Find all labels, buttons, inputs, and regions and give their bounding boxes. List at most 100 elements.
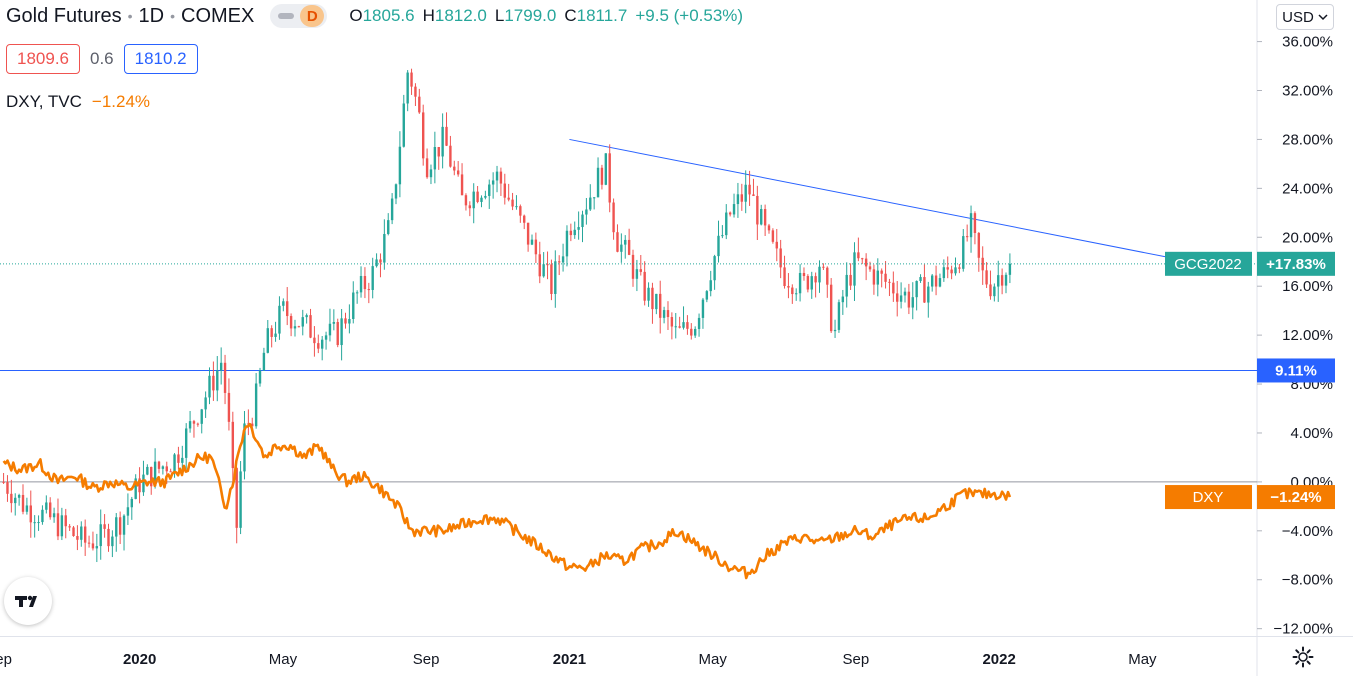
- candle-body: [880, 270, 883, 274]
- candle-body: [21, 494, 25, 512]
- candle-body: [1004, 274, 1008, 286]
- candle-body: [17, 494, 21, 498]
- candle-body: [406, 72, 409, 104]
- candle-body: [219, 362, 223, 371]
- candle-body: [938, 278, 942, 287]
- candle-body: [837, 302, 841, 330]
- candle-body: [348, 318, 351, 324]
- sell-button[interactable]: 1809.6: [6, 44, 80, 74]
- separator-dot: •: [170, 8, 175, 24]
- candle-body: [962, 236, 965, 269]
- candle-body: [950, 269, 953, 274]
- candle-body: [387, 220, 390, 234]
- candle-body: [577, 227, 580, 230]
- candle-body: [165, 466, 168, 472]
- candle-body: [91, 543, 95, 549]
- candle-body: [379, 259, 382, 263]
- trendline: [569, 138, 1179, 260]
- candle-body: [829, 284, 833, 332]
- gear-icon[interactable]: [1292, 646, 1314, 668]
- interval-label[interactable]: 1D: [138, 4, 165, 27]
- y-tick-label: 16.00%: [1282, 278, 1333, 295]
- candle-body: [981, 257, 984, 271]
- candle-body: [682, 322, 685, 328]
- candle-body: [534, 239, 538, 255]
- candle-body: [99, 524, 102, 547]
- candle-body: [422, 112, 425, 159]
- candle-body: [973, 213, 977, 233]
- candle-body: [122, 515, 126, 535]
- open-value: 1805.6: [362, 6, 415, 25]
- hline-value-bg: [1257, 358, 1335, 383]
- candle-body: [604, 153, 608, 185]
- buy-button[interactable]: 1810.2: [123, 44, 198, 74]
- candle-body: [270, 328, 273, 337]
- candle-body: [286, 301, 289, 317]
- candle-body: [569, 230, 573, 236]
- candle-body: [896, 293, 899, 302]
- candle-body: [41, 509, 44, 523]
- candle-body: [68, 526, 71, 528]
- low-value: 1799.0: [504, 6, 557, 25]
- compare-legend[interactable]: DXY, TVC −1.24%: [6, 92, 150, 112]
- symbol-title[interactable]: Gold Futures: [6, 4, 122, 27]
- candle-body: [864, 258, 868, 267]
- candle-body: [783, 267, 786, 287]
- candle-body: [375, 259, 378, 267]
- candle-body: [367, 289, 371, 291]
- candle-body: [437, 147, 440, 157]
- candle-body: [899, 295, 903, 302]
- candle-body: [449, 145, 452, 167]
- candle-body: [647, 287, 650, 301]
- candle-body: [701, 299, 705, 318]
- ohlc-values: O1805.6 H1812.0 L1799.0 C1811.7 +9.5 (+0…: [349, 6, 743, 26]
- candle-body: [371, 266, 374, 290]
- candle-body: [118, 517, 122, 535]
- candle-body: [627, 239, 631, 255]
- candle-body: [216, 370, 219, 391]
- candle-body: [134, 478, 137, 499]
- symbol-legend[interactable]: Gold Futures • 1D • COMEX D O1805.6 H181…: [6, 4, 743, 28]
- candle-body: [721, 235, 724, 237]
- candle-body: [662, 310, 666, 318]
- currency-dropdown[interactable]: USD: [1276, 4, 1334, 30]
- candle-body: [484, 195, 487, 198]
- candle-body: [787, 286, 790, 288]
- candle-body: [192, 421, 196, 424]
- candle-body: [274, 333, 277, 337]
- delayed-data-badge[interactable]: D: [300, 5, 325, 27]
- y-tick-label: −8.00%: [1282, 572, 1333, 589]
- tradingview-logo-icon[interactable]: [4, 577, 52, 625]
- candle-body: [495, 171, 499, 181]
- candle-body: [523, 215, 526, 223]
- currency-label: USD: [1282, 8, 1314, 26]
- candle-body: [313, 337, 316, 344]
- candle-body: [480, 197, 483, 202]
- candle-body: [561, 256, 565, 263]
- compare-symbol[interactable]: DXY, TVC: [6, 92, 82, 111]
- candle-body: [643, 271, 646, 301]
- candle-body: [324, 335, 328, 340]
- candle-body: [402, 103, 405, 147]
- candle-body: [258, 370, 262, 384]
- candle-body: [196, 423, 200, 425]
- candle-body: [903, 291, 907, 296]
- candle-body: [946, 267, 949, 270]
- candle-body: [892, 282, 895, 294]
- delay-badge[interactable]: D: [270, 4, 328, 28]
- gold-price-name-label: GCG2022: [1174, 256, 1242, 273]
- candle-body: [305, 315, 308, 318]
- candle-body: [6, 482, 9, 494]
- candle-body: [33, 522, 36, 524]
- y-tick-label: −12.00%: [1273, 621, 1333, 638]
- candle-body: [686, 322, 689, 329]
- candle-body: [732, 204, 736, 215]
- candle-body: [1000, 275, 1004, 286]
- candle-body: [184, 428, 188, 458]
- candle-body: [29, 505, 32, 523]
- candle-body: [752, 194, 755, 196]
- dxy-line: [2, 422, 1012, 580]
- candle-body: [861, 258, 864, 260]
- candle-body: [740, 194, 744, 202]
